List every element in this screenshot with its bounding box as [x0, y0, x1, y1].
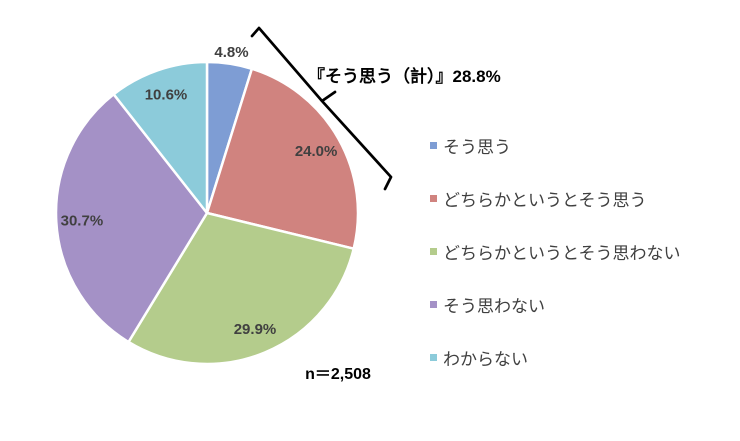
- pie-slices: [54, 60, 360, 366]
- legend-marker-icon: [430, 195, 437, 202]
- legend-label: どちらかというとそう思わない: [443, 244, 681, 263]
- pie-slice-label-1: 24.0%: [295, 143, 338, 160]
- legend-item-3: そう思わない: [430, 278, 681, 331]
- bracket-annotation-line: [250, 26, 393, 191]
- pie-slice-label-0: 4.8%: [214, 44, 248, 61]
- pie-slice-label-3: 30.7%: [61, 213, 104, 230]
- legend-item-4: わからない: [430, 331, 681, 384]
- legend-label: そう思う: [443, 138, 511, 157]
- pie-slice-3: [54, 93, 209, 344]
- legend-label: わからない: [443, 350, 528, 369]
- legend-item-1: どちらかというとそう思う: [430, 172, 681, 225]
- legend-marker-icon: [430, 301, 437, 308]
- legend-marker-icon: [430, 142, 437, 149]
- legend-label: どちらかというとそう思う: [443, 191, 647, 210]
- annotation-label: 『そう思う（計）』28.8%: [308, 67, 501, 86]
- legend-marker-icon: [430, 354, 437, 361]
- pie-slice-4: [112, 60, 209, 215]
- pie-slice-label-2: 29.9%: [234, 321, 277, 338]
- legend-item-0: そう思う: [430, 119, 681, 172]
- legend-marker-icon: [430, 248, 437, 255]
- pie-slice-1: [205, 67, 360, 250]
- pie-slice-label-4: 10.6%: [145, 87, 188, 104]
- legend-item-2: どちらかというとそう思わない: [430, 225, 681, 278]
- legend-label: そう思わない: [443, 297, 545, 316]
- sample-size-label: n＝2,508: [305, 366, 371, 383]
- pie-slice-labels: 4.8% 24.0% 29.9% 30.7% 10.6%: [61, 44, 338, 338]
- legend: そう思うどちらかというとそう思うどちらかというとそう思わない そう思わない わからな…: [430, 119, 681, 384]
